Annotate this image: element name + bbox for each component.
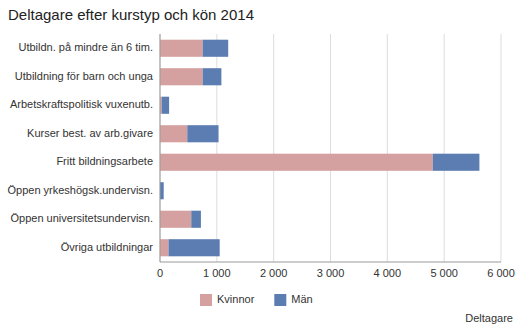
bar bbox=[160, 40, 203, 57]
bar bbox=[203, 68, 222, 85]
title: Deltagare efter kurstyp och kön 2014 bbox=[8, 6, 254, 23]
legend-swatch bbox=[200, 294, 212, 306]
bar bbox=[160, 125, 187, 142]
category-label: Arbetskraftspolitisk vuxenutb. bbox=[10, 98, 153, 110]
bar bbox=[433, 154, 480, 171]
x-tick-label: 2 000 bbox=[260, 267, 288, 279]
grid-line bbox=[501, 34, 502, 262]
category-label: Utbildn. på mindre än 6 tim. bbox=[18, 41, 153, 53]
bar bbox=[162, 97, 169, 114]
x-tick-label: 3 000 bbox=[317, 267, 345, 279]
x-axis-title: Deltagare bbox=[465, 312, 513, 324]
x-tick-label: 0 bbox=[157, 267, 163, 279]
legend-label: Män bbox=[291, 293, 312, 305]
category-label: Fritt bildningsarbete bbox=[56, 155, 153, 167]
y-axis-labels: Utbildn. på mindre än 6 tim. Utbildning f… bbox=[7, 41, 153, 253]
bars bbox=[160, 40, 479, 257]
x-tick-label: 5 000 bbox=[430, 267, 458, 279]
legend-label: Kvinnor bbox=[217, 293, 255, 305]
x-axis-line bbox=[160, 262, 501, 263]
x-axis-labels: 0 1 000 2 000 3 000 4 000 5 000 6 000 bbox=[157, 267, 515, 279]
bar bbox=[160, 239, 169, 256]
category-label: Kurser best. av arb.givare bbox=[27, 127, 153, 139]
x-tick-label: 6 000 bbox=[487, 267, 515, 279]
grid-line bbox=[330, 34, 331, 262]
category-label: Utbildning för barn och unga bbox=[15, 70, 154, 82]
grid-line bbox=[273, 34, 274, 262]
bar bbox=[160, 68, 203, 85]
grid bbox=[160, 34, 501, 262]
legend: Kvinnor Män bbox=[200, 293, 313, 306]
bar bbox=[160, 154, 433, 171]
grid-line bbox=[387, 34, 388, 262]
chart: Deltagare efter kurstyp och kön 2014 Utbi… bbox=[0, 0, 523, 333]
bar bbox=[169, 239, 220, 256]
category-label: Öppen universitetsundervisn. bbox=[11, 212, 153, 224]
bar bbox=[187, 125, 218, 142]
bar bbox=[203, 40, 229, 57]
category-label: Övriga utbildningar bbox=[61, 241, 154, 253]
y-axis-line bbox=[160, 34, 161, 262]
bar bbox=[160, 182, 164, 199]
legend-swatch bbox=[274, 294, 286, 306]
bar bbox=[160, 211, 191, 228]
grid-line bbox=[160, 34, 161, 262]
x-tick-label: 1 000 bbox=[203, 267, 231, 279]
x-tick-label: 4 000 bbox=[374, 267, 402, 279]
grid-line bbox=[444, 34, 445, 262]
bar bbox=[191, 211, 201, 228]
category-label: Öppen yrkeshögsk.undervisn. bbox=[7, 184, 153, 196]
